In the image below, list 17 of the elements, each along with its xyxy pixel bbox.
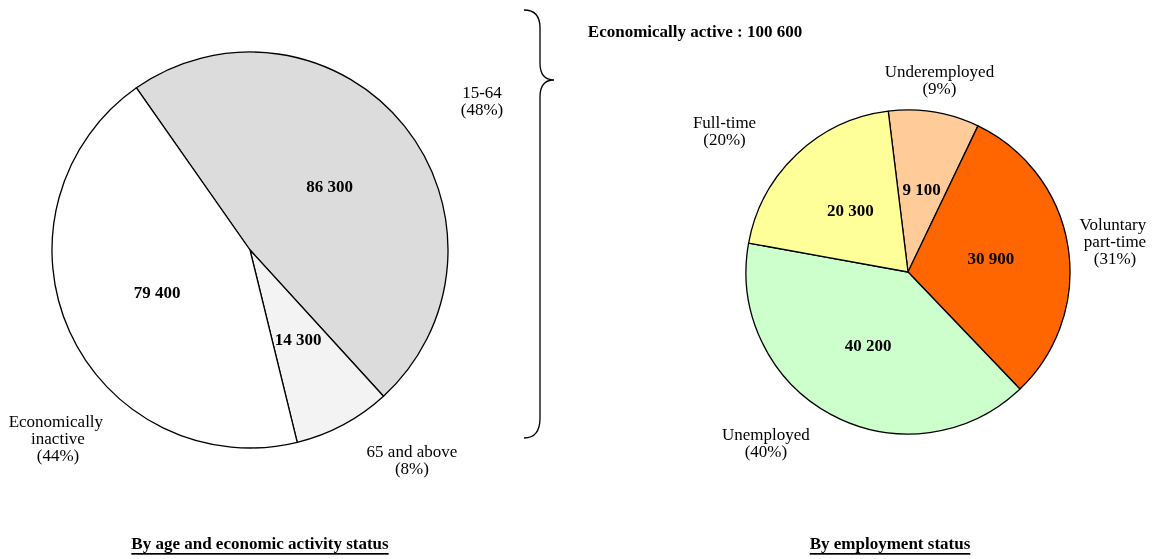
slice-label: Unemployed (40%)	[721, 425, 811, 462]
text: By employment status	[809, 534, 971, 553]
data-label: 20 300	[826, 201, 874, 221]
data-label: 14 300	[274, 330, 322, 350]
slice-label: 15-64 (48%)	[460, 83, 504, 120]
text: Economically active : 100 600	[587, 22, 803, 41]
slice-label: Full-time (20%)	[692, 112, 757, 149]
data-label: 30 900	[967, 249, 1015, 269]
slice-label: Economically inactive (44%)	[8, 411, 108, 465]
slice-label: Underemployed (9%)	[884, 62, 995, 99]
data-label: 9 100	[902, 179, 941, 199]
data-label: 40 200	[844, 336, 892, 356]
slice-label: Voluntary part-time (31%)	[1079, 214, 1151, 268]
slice-label: 65 and above (8%)	[366, 441, 458, 478]
data-label: 86 300	[306, 176, 353, 196]
data-label: 79 400	[133, 282, 181, 302]
text: By age and economic activity status	[131, 534, 390, 553]
